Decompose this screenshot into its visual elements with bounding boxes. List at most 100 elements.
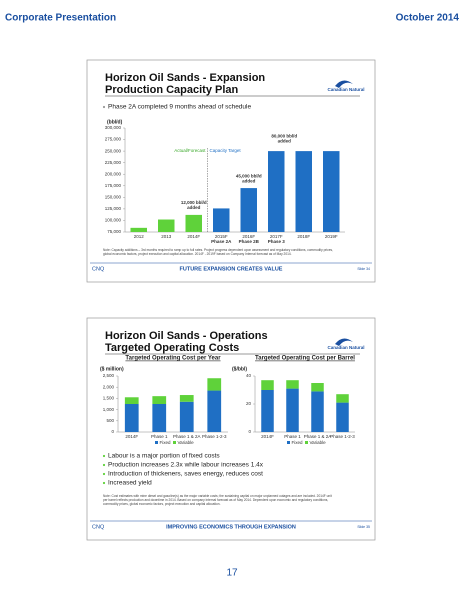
- bullet-text: Increased yield: [108, 480, 152, 487]
- x-tick-label: 2014F: [261, 434, 274, 439]
- annotation: added: [242, 178, 256, 183]
- y-tick-label: 275,000: [105, 137, 122, 142]
- bar-segment: [336, 394, 349, 403]
- y-tick-label: 150,000: [105, 195, 122, 200]
- x-tick-label: 2018F: [297, 234, 310, 239]
- note: Note: Capacity additions – 3rd months re…: [103, 248, 333, 252]
- slide-title: Targeted Operating Costs: [105, 342, 239, 354]
- bar: [323, 151, 340, 232]
- x-tick-label: Phase 1-2-3: [202, 434, 227, 439]
- legend-label: Fixed: [160, 440, 172, 445]
- x-tick-label: 2014F: [125, 434, 138, 439]
- bar: [158, 219, 175, 232]
- legend-swatch: [305, 441, 308, 444]
- bullet-text: Phase 2A completed 9 months ahead of sch…: [108, 104, 251, 111]
- bar-segment: [336, 402, 349, 432]
- bar: [295, 151, 312, 232]
- bar-segment: [207, 378, 222, 391]
- bar-segment: [152, 404, 167, 432]
- legend-swatch: [287, 441, 290, 444]
- bar-segment: [261, 390, 274, 432]
- bar-segment: [124, 397, 139, 404]
- annotation: 80,000 bbl/d: [271, 133, 297, 138]
- bar-segment: [179, 401, 194, 432]
- x-tick-label: Phase 1 & 2A: [173, 434, 201, 439]
- bar: [240, 188, 257, 232]
- y-axis-label: (bbl/d): [107, 119, 123, 125]
- bar: [185, 214, 202, 232]
- bar-segment: [311, 391, 324, 432]
- note: commodity prices, global economic factor…: [103, 502, 221, 506]
- x-tick-label: 2013: [161, 234, 172, 239]
- annotation: added: [278, 138, 292, 143]
- bullet-text: Introduction of thickeners, saves energy…: [108, 471, 263, 478]
- divider-label: Capacity Target: [210, 148, 242, 153]
- phase-label: Phase 2B: [239, 239, 260, 244]
- slide-title: Production Capacity Plan: [105, 84, 239, 96]
- y-tick-label: 300,000: [105, 125, 122, 130]
- y-tick-label: 2,000: [103, 384, 115, 389]
- y-tick-label: 75,000: [107, 229, 121, 234]
- bullet-text: Production increases 2.3x while labour i…: [108, 462, 264, 469]
- bullet-dot: [102, 472, 106, 476]
- phase-label: Phase 2A: [211, 239, 232, 244]
- bullet-dot: [102, 481, 106, 485]
- y-tick-label: 1,500: [103, 396, 115, 401]
- slide-title: Horizon Oil Sands - Operations: [105, 330, 268, 342]
- chart-title: Targeted Operating Cost per Year: [125, 356, 221, 362]
- annotation: added: [187, 205, 201, 210]
- legend-swatch: [155, 441, 158, 444]
- legend-label: Variable: [310, 440, 327, 445]
- logo-swoosh: [335, 80, 353, 88]
- y-tick-label: 500: [106, 418, 114, 423]
- footer-center: FUTURE EXPANSION CREATES VALUE: [180, 266, 283, 272]
- bullet-dot: [102, 463, 106, 467]
- x-tick-label: 2015F: [215, 234, 228, 239]
- y-tick-label: 40: [246, 373, 252, 378]
- slide-title: Horizon Oil Sands - Expansion: [105, 72, 265, 84]
- divider-label: Actual/Forecast: [174, 148, 206, 153]
- footer-center: IMPROVING ECONOMICS THROUGH EXPANSION: [166, 524, 296, 530]
- x-tick-label: Phase 1-2-3: [330, 434, 355, 439]
- bar-segment: [311, 383, 324, 392]
- bar-segment: [152, 396, 167, 404]
- y-tick-label: 2,500: [103, 373, 115, 378]
- footer-left: CNQ: [92, 524, 105, 530]
- logo-text: Canadian Natural: [327, 87, 364, 92]
- x-tick-label: 2019F: [325, 234, 338, 239]
- header-right: October 2014: [396, 13, 460, 24]
- header-left: Corporate Presentation: [5, 13, 116, 24]
- annotation: 12,000 bbl/d: [181, 200, 207, 205]
- x-tick-label: Phase 1: [284, 434, 301, 439]
- bar: [268, 151, 285, 232]
- bar-segment: [286, 388, 299, 432]
- bar-segment: [207, 390, 222, 432]
- bar: [130, 227, 147, 232]
- note: global economic factors, project executi…: [103, 252, 292, 256]
- y-tick-label: 200,000: [105, 171, 122, 176]
- annotation: 45,000 bbl/d: [236, 173, 262, 178]
- y-tick-label: 100,000: [105, 218, 122, 223]
- legend-label: Fixed: [292, 440, 304, 445]
- logo-swoosh: [335, 338, 353, 346]
- footer-right: Slide 34: [357, 267, 370, 271]
- x-tick-label: 2017F: [270, 234, 283, 239]
- y-tick-label: 175,000: [105, 183, 122, 188]
- logo-text: Canadian Natural: [327, 345, 364, 350]
- y-tick-label: 20: [246, 401, 252, 406]
- x-tick-label: 2014F: [187, 234, 200, 239]
- x-tick-label: 2012: [134, 234, 145, 239]
- y-tick-label: 250,000: [105, 148, 122, 153]
- bar-segment: [261, 380, 274, 390]
- legend-label: Variable: [178, 440, 195, 445]
- bullet-dot: [102, 454, 106, 458]
- bar: [213, 208, 230, 232]
- y-tick-label: 0: [248, 429, 251, 434]
- note: Note: Cost estimates with mine diesel an…: [103, 494, 332, 498]
- footer-right: Slide 35: [357, 525, 370, 529]
- x-tick-label: 2016F: [242, 234, 255, 239]
- x-tick-label: Phase 1 & 2A: [304, 434, 332, 439]
- bullet-text: Labour is a major portion of fixed costs: [108, 453, 220, 460]
- phase-label: Phase 3: [268, 239, 286, 244]
